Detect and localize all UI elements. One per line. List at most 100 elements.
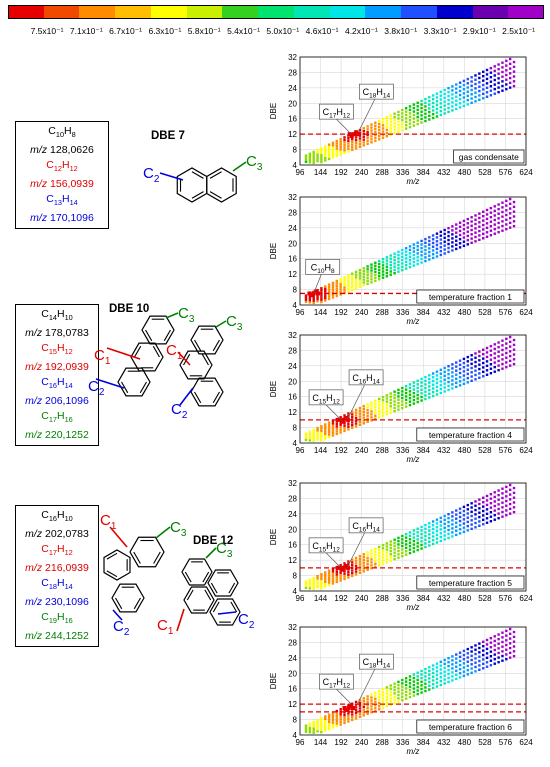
data-point xyxy=(470,241,473,245)
data-point xyxy=(478,642,481,645)
colorbar-tick-label: 2.9x10⁻¹ xyxy=(462,26,496,36)
mz-line: m/z 192,0939 xyxy=(25,360,89,373)
data-point xyxy=(451,671,454,674)
data-point xyxy=(478,515,481,519)
data-point xyxy=(397,405,400,408)
data-point xyxy=(431,391,435,394)
phenanthrene-ring-2 xyxy=(179,350,213,380)
data-point xyxy=(420,680,423,683)
data-point xyxy=(343,281,346,284)
data-point xyxy=(474,508,477,512)
data-point xyxy=(439,532,443,535)
data-point xyxy=(420,388,423,391)
data-point xyxy=(362,705,365,708)
data-point xyxy=(385,701,389,705)
data-point xyxy=(493,495,496,499)
data-point xyxy=(408,105,412,108)
data-point xyxy=(320,156,323,159)
data-point xyxy=(481,70,485,74)
data-point xyxy=(312,161,315,165)
x-tick-label: 288 xyxy=(376,308,390,317)
data-point xyxy=(351,561,354,564)
data-point xyxy=(316,574,319,578)
data-point xyxy=(470,358,473,361)
data-point xyxy=(455,385,458,389)
data-point xyxy=(489,353,493,357)
x-tick-label: 144 xyxy=(314,446,328,455)
data-point xyxy=(381,273,385,276)
data-point xyxy=(443,530,446,533)
data-point xyxy=(431,116,435,120)
data-point xyxy=(447,520,450,524)
data-point xyxy=(424,119,427,123)
data-point xyxy=(324,437,327,440)
data-point xyxy=(320,577,323,581)
data-point xyxy=(370,419,373,422)
data-point xyxy=(489,515,493,518)
data-point xyxy=(508,67,512,70)
data-point xyxy=(462,232,466,235)
data-point xyxy=(512,486,516,490)
data-point xyxy=(458,85,462,89)
data-point xyxy=(474,526,477,529)
data-point xyxy=(316,297,319,301)
data-point xyxy=(512,84,516,88)
colorbar-tick-label: 6.7x10⁻¹ xyxy=(109,26,143,36)
data-point xyxy=(404,536,408,539)
data-point xyxy=(331,716,335,719)
substituent-c1: C1 xyxy=(157,608,185,637)
data-point xyxy=(335,425,339,428)
data-point xyxy=(381,697,385,700)
formula-line: C16H10 xyxy=(41,509,73,524)
data-point xyxy=(428,540,431,544)
data-point xyxy=(370,132,373,135)
data-point xyxy=(462,509,466,513)
data-point xyxy=(478,359,481,362)
data-point xyxy=(497,368,500,372)
data-point xyxy=(404,124,408,127)
data-point xyxy=(351,410,354,413)
data-point xyxy=(435,389,439,392)
data-point xyxy=(470,502,473,505)
data-point xyxy=(389,117,392,120)
data-point xyxy=(481,237,485,240)
svg-text:C1: C1 xyxy=(94,347,111,367)
data-point xyxy=(377,698,381,702)
dbe-scatter-panel: 96 144 192 240 288 336 384 432 480 528 576 62448121… xyxy=(269,53,533,186)
data-point xyxy=(331,156,335,159)
data-point xyxy=(358,712,362,716)
data-point xyxy=(497,647,500,650)
data-point xyxy=(478,72,481,75)
data-point xyxy=(312,727,315,730)
data-point xyxy=(366,701,369,704)
data-point xyxy=(324,149,327,153)
data-point xyxy=(347,573,350,576)
data-point xyxy=(304,158,308,161)
data-point xyxy=(393,396,396,400)
data-point xyxy=(466,238,469,242)
dbe-scatter-panel: 96 144 192 240 288 336 384 432 480 528 576 62448121… xyxy=(269,193,533,326)
data-point xyxy=(447,250,450,254)
data-point xyxy=(351,415,354,419)
data-point xyxy=(478,85,481,88)
x-tick-label: 288 xyxy=(376,168,390,177)
data-point xyxy=(497,212,500,215)
data-point xyxy=(320,575,323,578)
data-point xyxy=(393,544,396,548)
data-point xyxy=(512,348,516,351)
colorbar-segment xyxy=(43,5,80,19)
data-point xyxy=(470,514,473,518)
data-point xyxy=(320,434,323,437)
data-point xyxy=(393,400,396,403)
data-point xyxy=(416,685,419,689)
data-point xyxy=(455,677,458,681)
data-point xyxy=(366,136,369,140)
data-point xyxy=(435,103,439,107)
data-point xyxy=(458,523,462,527)
data-point xyxy=(316,155,319,159)
data-point xyxy=(354,717,358,720)
data-point xyxy=(324,425,327,429)
data-point xyxy=(324,147,327,151)
data-point xyxy=(335,279,339,283)
data-point xyxy=(416,245,419,248)
